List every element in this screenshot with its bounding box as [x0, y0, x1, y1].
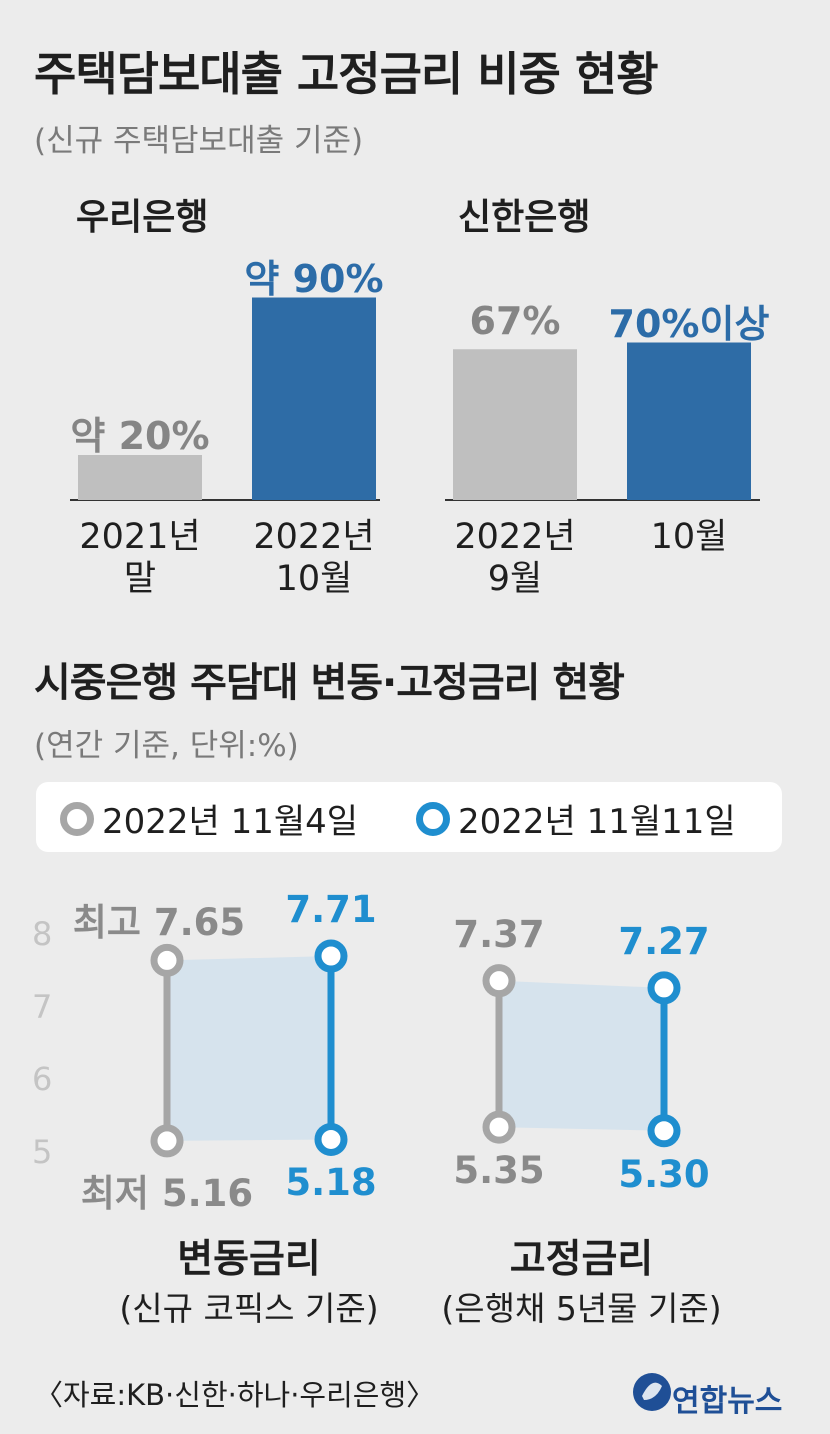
- main-subtitle: (신규 주택담보대출 기준): [34, 123, 364, 159]
- woori-category-label-1: 2022년 10월: [253, 517, 375, 599]
- rate-label-1-top_old: 7.37: [453, 912, 545, 956]
- yonhap-logo-icon: [633, 1373, 671, 1411]
- y-tick-8: 8: [32, 915, 53, 953]
- rate-label-1-bot_new: 5.30: [618, 1152, 710, 1196]
- rate-label-0-bot_old: 최저 5.16: [80, 1171, 254, 1215]
- group-subtitle-0: (신규 코픽스 기준): [119, 1289, 379, 1328]
- point-0-new-min: [314, 1122, 348, 1156]
- logo-text: 연합뉴스: [672, 1384, 783, 1419]
- woori-value-label-1: 약 90%: [244, 256, 384, 301]
- shinhan-value-label-0: 67%: [469, 299, 561, 344]
- point-1-old-min: [482, 1110, 516, 1144]
- legend-marker-new: [416, 802, 450, 836]
- group-title-0: 변동금리: [177, 1237, 321, 1282]
- rate-label-1-bot_old: 5.35: [453, 1149, 545, 1193]
- shinhan-bar-0: [453, 349, 577, 500]
- y-tick-7: 7: [32, 987, 53, 1026]
- woori-category-label-0: 2021년 말: [79, 517, 201, 599]
- woori-chart-title: 우리은행: [76, 197, 209, 238]
- legend-label-new: 2022년 11월11일: [458, 802, 736, 842]
- legend-marker-old: [60, 802, 94, 836]
- group-title-1: 고정금리: [509, 1237, 654, 1282]
- range-band-0: [167, 956, 331, 1141]
- woori-bar-1: [252, 297, 376, 500]
- rate-label-0-top_new: 7.71: [285, 888, 377, 932]
- shinhan-category-label-0: 2022년 9월: [454, 517, 576, 599]
- y-tick-5: 5: [32, 1132, 53, 1171]
- bar-charts: [70, 297, 760, 501]
- rate-label-0-top_old: 최고 7.65: [72, 901, 246, 945]
- point-0-old-min: [150, 1124, 184, 1158]
- woori-value-label-0: 약 20%: [70, 414, 210, 458]
- rate-chart-title: 시중은행 주담대 변동·고정금리 현황: [34, 660, 625, 706]
- group-subtitle-1: (은행채 5년물 기준): [441, 1289, 722, 1328]
- shinhan-chart-title: 신한은행: [458, 197, 591, 238]
- shinhan-bar-1: [627, 342, 751, 500]
- rate-label-0-bot_new: 5.18: [285, 1161, 377, 1205]
- shinhan-category-label-1: 10월: [650, 517, 728, 557]
- legend-label-old: 2022년 11월4일: [102, 802, 359, 842]
- point-1-new-max: [647, 971, 681, 1005]
- point-1-old-max: [482, 964, 516, 998]
- rate-range-chart: [150, 939, 681, 1158]
- legend: 2022년 11월4일 2022년 11월11일: [36, 782, 782, 852]
- point-0-old-max: [150, 943, 184, 977]
- range-band-1: [499, 980, 664, 1131]
- rate-label-1-top_new: 7.27: [618, 919, 710, 963]
- point-1-new-min: [647, 1114, 681, 1148]
- y-tick-6: 6: [32, 1060, 53, 1098]
- main-title: 주택담보대출 고정금리 비중 현황: [34, 47, 659, 101]
- source-note: 〈자료:KB·신한·하나·우리은행〉: [34, 1378, 436, 1412]
- shinhan-value-label-1: 70%이상: [608, 301, 770, 346]
- rate-chart-subtitle: (연간 기준, 단위:%): [34, 728, 299, 764]
- woori-bar-0: [78, 455, 202, 500]
- point-0-new-max: [314, 939, 348, 973]
